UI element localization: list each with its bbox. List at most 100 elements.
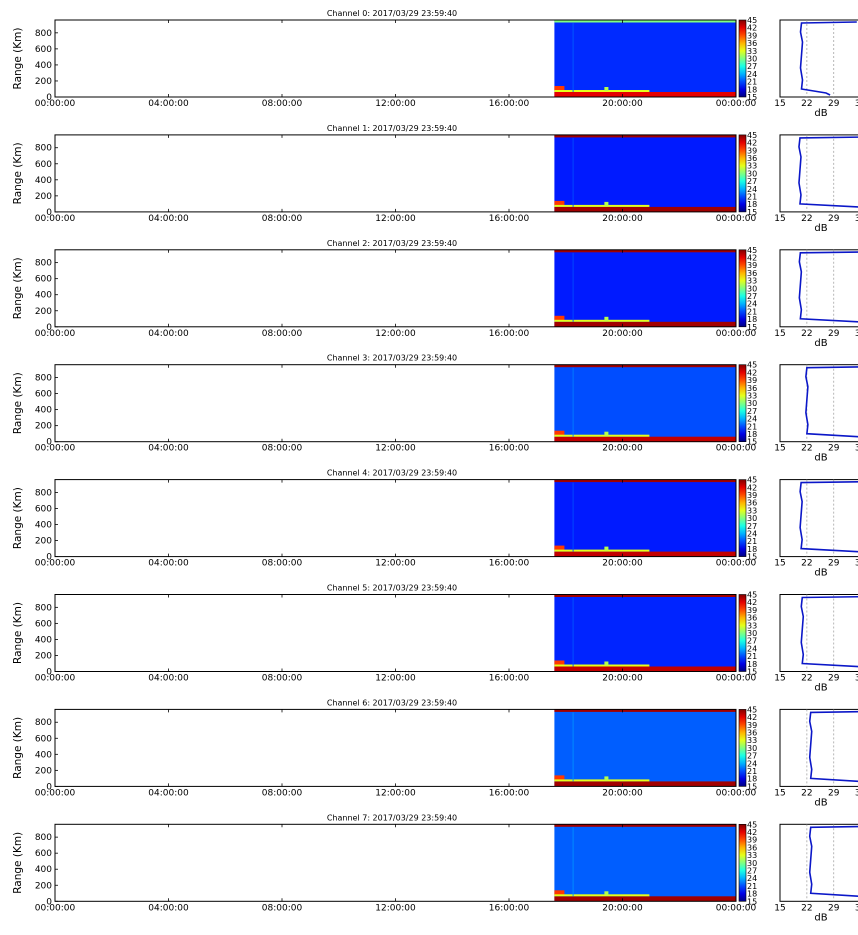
y-tick-label: 400 <box>35 176 52 186</box>
profile-x-label: dB <box>814 568 827 579</box>
heatmap-surface-echo <box>554 779 650 782</box>
colorbar <box>738 823 747 902</box>
profile-tick-label: 36 <box>855 559 858 569</box>
y-tick-label: 200 <box>35 307 52 317</box>
heatmap-background <box>554 134 736 212</box>
y-tick-label: 800 <box>35 488 52 498</box>
colorbar-tick-label: 24 <box>747 300 757 309</box>
colorbar-tick-label: 36 <box>747 499 757 508</box>
y-tick-label: 400 <box>35 61 52 71</box>
x-tick-label: 04:00:00 <box>148 674 189 684</box>
panel-title: Channel 7: 2017/03/29 23:59:40 <box>327 813 457 822</box>
y-tick-label: 0 <box>46 897 52 907</box>
y-tick-label: 600 <box>35 504 52 514</box>
x-tick-label: 00:00:00 <box>35 99 76 109</box>
y-tick-label: 800 <box>35 833 52 843</box>
y-tick-label: 400 <box>35 521 52 531</box>
channel-panel-3: Channel 3: 2017/03/29 23:59:40 0 200 400 600… <box>12 354 858 464</box>
y-axis-label: Range (Km) <box>12 602 24 664</box>
colorbar-tick-label: 33 <box>747 621 757 630</box>
x-tick-label: 20:00:00 <box>602 329 643 339</box>
colorbar-tick-label: 42 <box>747 368 757 377</box>
y-tick-label: 600 <box>35 160 52 170</box>
channel-panel-0: Channel 0: 2017/03/29 23:59:40 0 200 400 600… <box>12 9 858 119</box>
y-tick-label: 200 <box>35 537 52 547</box>
profile-tick-label: 15 <box>774 99 785 109</box>
colorbar-tick-label: 30 <box>747 399 757 408</box>
colorbar-tick-label: 30 <box>747 514 757 523</box>
colorbar-tick-label: 30 <box>747 859 757 868</box>
heatmap-echo-spot <box>604 891 609 896</box>
heatmap-streak <box>572 597 574 667</box>
profile-line <box>798 251 858 323</box>
heatmap-background <box>554 20 736 97</box>
colorbar-tick-label: 15 <box>747 782 757 791</box>
x-tick-label: 04:00:00 <box>148 903 189 913</box>
y-tick-label: 600 <box>35 275 52 285</box>
y-tick-label: 200 <box>35 77 52 87</box>
y-tick-label: 0 <box>46 553 52 563</box>
colorbar-tick-label: 24 <box>747 415 757 424</box>
colorbar <box>738 19 747 98</box>
y-tick-label: 800 <box>35 718 52 728</box>
heatmap-bottom-band <box>554 92 736 97</box>
channel-panel-5: Channel 5: 2017/03/29 23:59:40 0 200 400 600… <box>12 584 858 694</box>
colorbar-tick-label: 15 <box>747 208 757 217</box>
heatmap-bottom-band <box>554 321 736 327</box>
colorbar-tick-label: 24 <box>747 70 757 79</box>
profile-tick-label: 36 <box>855 329 858 339</box>
profile-x-label: dB <box>814 453 827 464</box>
colorbar-tick-label: 33 <box>747 392 757 401</box>
heatmap-background <box>554 594 736 672</box>
x-tick-label: 16:00:00 <box>489 674 530 684</box>
x-tick-label: 00:00:00 <box>35 788 76 798</box>
profile-tick-label: 15 <box>774 329 785 339</box>
heatmap-background <box>554 709 736 787</box>
heatmap-surface-echo <box>554 315 565 321</box>
heatmap-streak <box>572 137 574 207</box>
profile-axes-frame <box>779 364 858 443</box>
y-tick-label: 400 <box>35 750 52 760</box>
x-tick-label: 04:00:00 <box>148 788 189 798</box>
y-tick-label: 600 <box>35 849 52 859</box>
y-tick-label: 0 <box>46 323 52 333</box>
x-tick-label: 16:00:00 <box>489 788 530 798</box>
panel-title: Channel 1: 2017/03/29 23:59:40 <box>327 124 457 133</box>
colorbar-tick-label: 15 <box>747 553 757 562</box>
heatmap-surface-echo <box>554 200 565 206</box>
heatmap-top-band <box>554 594 736 597</box>
colorbar-tick-label: 30 <box>747 629 757 638</box>
y-tick-label: 0 <box>46 208 52 218</box>
colorbar-tick-label: 36 <box>747 269 757 278</box>
profile-tick-label: 22 <box>801 444 812 454</box>
profile-tick-label: 29 <box>828 559 840 569</box>
colorbar-tick-label: 36 <box>747 843 757 852</box>
heatmap-echo-spot <box>604 87 609 91</box>
colorbar-tick-label: 45 <box>747 705 757 714</box>
x-tick-label: 12:00:00 <box>375 444 416 454</box>
colorbar-tick-label: 30 <box>747 744 757 753</box>
colorbar-tick-label: 15 <box>747 438 757 447</box>
profile-axes-frame <box>779 708 858 787</box>
channel-panel-1: Channel 1: 2017/03/29 23:59:40 0 200 400 600… <box>12 124 858 234</box>
colorbar-tick-label: 27 <box>747 177 757 186</box>
profile-tick-label: 15 <box>774 788 785 798</box>
profile-line <box>805 366 858 438</box>
x-tick-label: 12:00:00 <box>375 99 416 109</box>
profile-axes-frame <box>779 19 858 98</box>
colorbar-tick-label: 21 <box>747 422 757 431</box>
x-tick-label: 04:00:00 <box>148 329 189 339</box>
colorbar-tick-label: 24 <box>747 185 757 194</box>
colorbar <box>738 709 747 787</box>
heatmap-surface-echo <box>554 430 565 436</box>
colorbar-tick-label: 18 <box>747 775 757 784</box>
colorbar-tick-label: 36 <box>747 154 757 163</box>
heatmap-echo-spot <box>604 661 609 666</box>
colorbar <box>738 249 747 328</box>
colorbar-tick-label: 24 <box>747 759 757 768</box>
colorbar <box>738 364 747 443</box>
profile-tick-label: 29 <box>828 329 840 339</box>
profile-tick-label: 22 <box>801 674 812 684</box>
heatmap-top-band <box>554 249 736 253</box>
